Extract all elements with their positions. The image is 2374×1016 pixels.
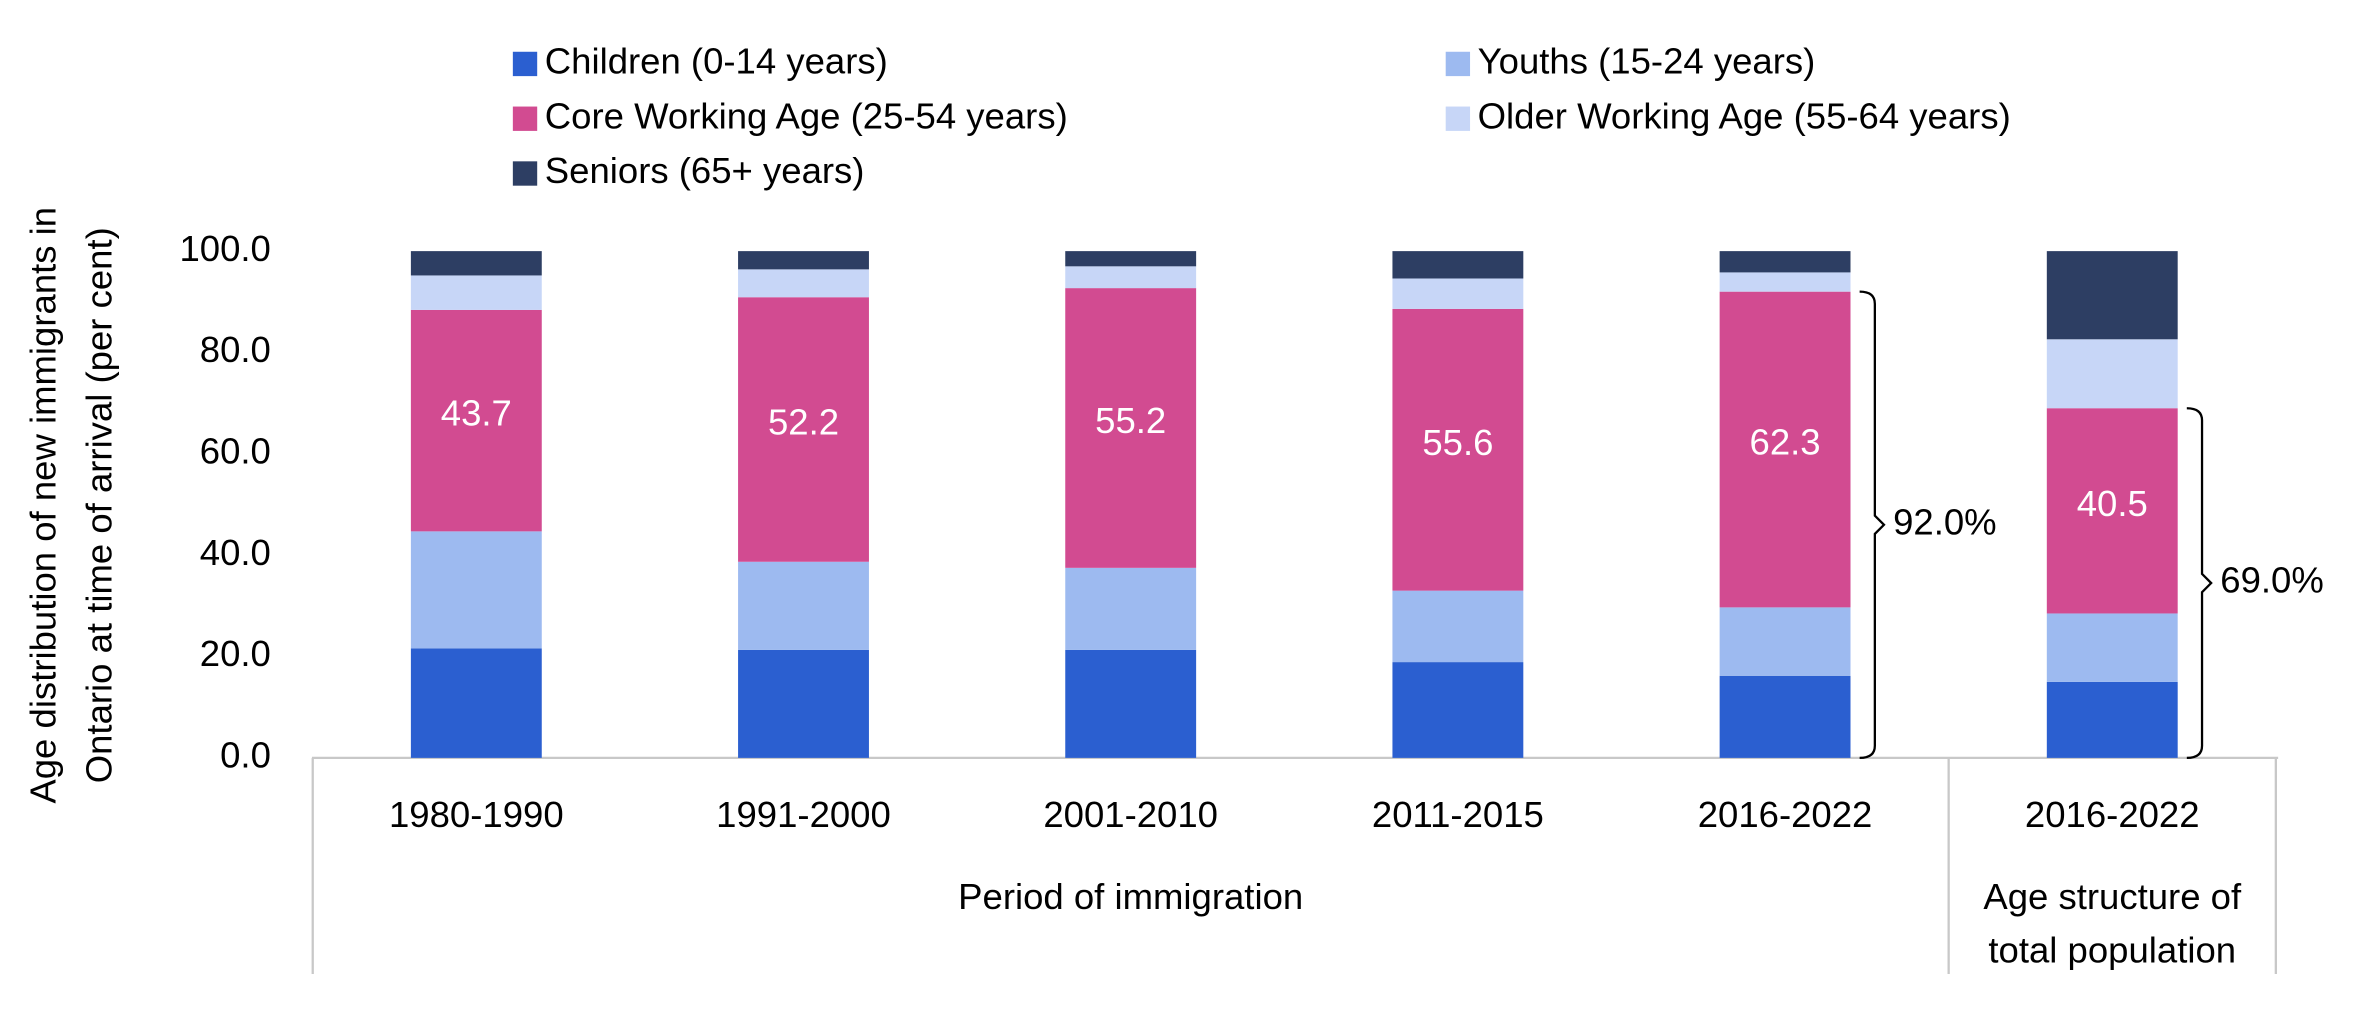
legend-swatch [512,51,538,77]
legend-label: Youths (15-24 years) [1478,41,1816,82]
group-label: Age structure of [1983,876,2242,917]
bracket [1859,290,1886,760]
bar-segment [1065,266,1197,289]
y-tick-label: 60.0 [200,430,271,471]
bar-segment [738,251,869,270]
bar-segment [1719,251,1851,273]
y-tick-label: 0.0 [220,735,271,776]
bar-segment [1065,649,1197,758]
bar-segment [1719,291,1851,608]
y-tick-label: 100.0 [179,228,270,269]
legend-label: Core Working Age (25-54 years) [545,95,1068,136]
group-label: total population [1988,929,2236,970]
bar-segment [1065,288,1197,568]
legend-swatch [512,106,538,131]
y-axis-label: Ontario at time of arrival (per cent) [79,227,120,783]
bar-segment [1392,308,1524,591]
legend-swatch [1445,51,1471,77]
bar-segment [410,275,542,310]
bar-segment [1065,251,1197,267]
bracket [2186,407,2213,760]
data-label: 43.7 [441,393,512,434]
bar-segment [1392,251,1524,279]
bar-segment [1392,662,1524,758]
bar-segment [410,648,542,758]
bar-segment [2046,339,2178,409]
bar-segment [2046,613,2178,682]
x-tick-label: 2016-2022 [1698,794,1873,835]
bar-segment [738,297,869,562]
x-tick-label: 2001-2010 [1043,794,1218,835]
bar-segment [1392,590,1524,663]
data-label: 40.5 [2077,483,2148,524]
data-label: 55.6 [1422,422,1493,463]
data-label: 62.3 [1750,422,1821,463]
bar-segment [2046,681,2178,758]
annotation: 69.0% [2220,560,2324,601]
legend-swatch [512,161,538,186]
bar-segment [2046,408,2178,614]
y-tick-label: 80.0 [200,329,271,370]
y-tick-label: 40.0 [200,532,271,573]
bar-segment [410,309,542,532]
bar-segment [410,251,542,276]
legend-swatch [1445,106,1471,131]
data-label: 52.2 [768,402,839,443]
bar-segment [738,561,869,650]
bar-segment [738,649,869,758]
bar-segment [738,269,869,298]
legend-label: Seniors (65+ years) [545,150,865,191]
x-tick-label: 2016-2022 [2025,794,2200,835]
y-tick-label: 20.0 [200,633,271,674]
x-tick-label: 1991-2000 [716,794,891,835]
bar-segment [1719,675,1851,758]
bar-segment [1719,272,1851,292]
y-axis-label: Age distribution of new immigrants in [22,207,63,804]
legend-label: Older Working Age (55-64 years) [1478,95,2011,136]
x-tick-label: 1980-1990 [389,794,564,835]
data-label: 55.2 [1095,400,1166,441]
x-tick-label: 2011-2015 [1372,794,1544,835]
annotation: 92.0% [1893,501,1997,542]
bar-segment [1392,278,1524,309]
legend-label: Children (0-14 years) [545,41,888,82]
bar-segment [2046,251,2178,340]
bar-segment [1065,567,1197,650]
bar-segment [1719,607,1851,676]
group-label: Period of immigration [958,876,1303,917]
bar-segment [410,531,542,649]
